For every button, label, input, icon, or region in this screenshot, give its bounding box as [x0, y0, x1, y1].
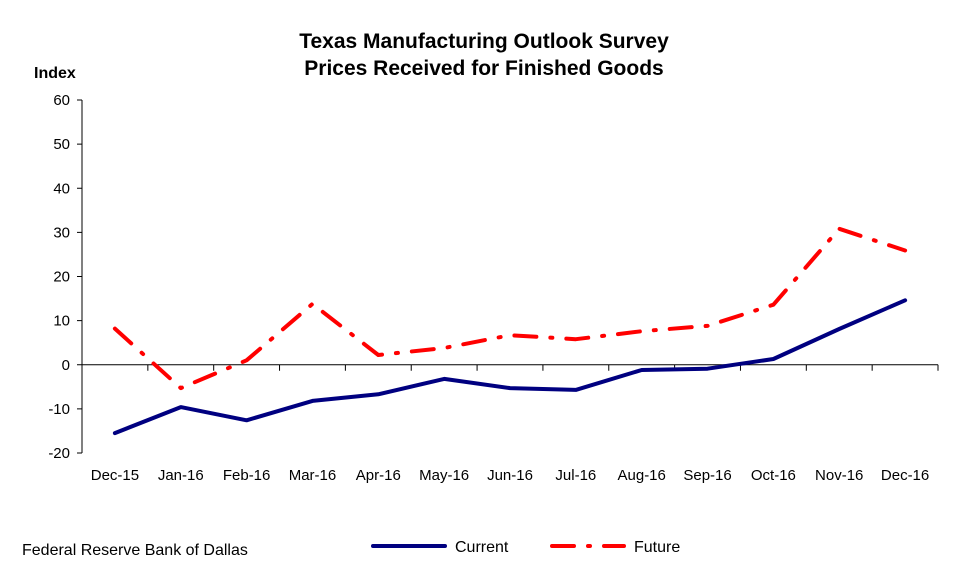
axes: -20 -10 0 10 20 30 40 50 60 Dec-15 Jan-16 Feb-16 Mar…: [48, 92, 939, 484]
x-tick-label: Sep-16: [683, 467, 731, 484]
x-tick-label: Jul-16: [555, 467, 596, 484]
y-tick-label: -10: [48, 401, 70, 418]
series-layer: [112, 226, 908, 436]
x-tick-label: Jun-16: [487, 467, 533, 484]
x-tick-label: Mar-16: [289, 467, 337, 484]
x-tick-label: Oct-16: [751, 467, 796, 484]
x-tick-label: Nov-16: [815, 467, 863, 484]
x-tick-label: Apr-16: [356, 467, 401, 484]
y-tick-label: 60: [53, 92, 70, 109]
x-tick-label: Jan-16: [158, 467, 204, 484]
y-tick-label: 50: [53, 136, 70, 153]
chart-subtitle: Prices Received for Finished Goods: [304, 57, 663, 80]
x-tick-label: Dec-16: [881, 467, 929, 484]
y-axis-label: Index: [34, 65, 76, 82]
y-tick-label: -20: [48, 445, 70, 462]
y-tick-label: 0: [62, 357, 70, 374]
series-current-line: [112, 298, 908, 436]
y-tick-label: 10: [53, 313, 70, 330]
chart-title: Texas Manufacturing Outlook Survey: [299, 30, 669, 53]
legend: Current Future: [371, 539, 680, 556]
source-note: Federal Reserve Bank of Dallas: [22, 542, 248, 559]
x-tick-label: Aug-16: [618, 467, 666, 484]
y-tick-label: 40: [53, 180, 70, 197]
x-tick-label: Feb-16: [223, 467, 271, 484]
x-tick-label: Dec-15: [91, 467, 139, 484]
y-tick-label: 20: [53, 269, 70, 286]
legend-current-label: Current: [455, 539, 509, 556]
legend-future-label: Future: [634, 539, 680, 556]
series-future-line: [112, 226, 908, 391]
y-tick-label: 30: [53, 224, 70, 241]
x-tick-label: May-16: [419, 467, 469, 484]
